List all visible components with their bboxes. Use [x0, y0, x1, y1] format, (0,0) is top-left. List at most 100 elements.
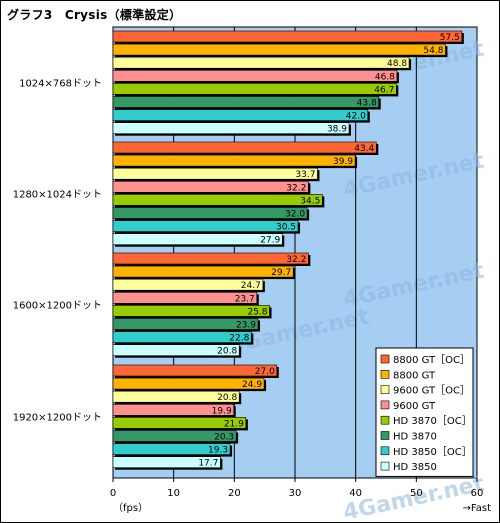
bar-value-label: 39.9 [333, 157, 353, 167]
bar-value-label: 24.7 [241, 281, 261, 291]
bar [112, 70, 398, 82]
legend-box [375, 347, 474, 477]
bar [112, 83, 397, 95]
bar-value-label: 33.7 [295, 170, 315, 180]
bar-value-label: 48.8 [387, 59, 407, 69]
bar-value-label: 32.2 [286, 255, 306, 265]
bar-value-label: 27.9 [260, 236, 280, 246]
bar-value-label: 43.4 [354, 144, 374, 154]
x-tick-label: 10 [167, 488, 180, 499]
bar [112, 167, 318, 180]
bar-value-label: 32.0 [285, 210, 305, 220]
chart-title: グラフ3 Crysis（標準設定） [7, 8, 182, 22]
bar [112, 377, 265, 390]
bar-value-label: 46.8 [375, 72, 395, 82]
legend: 8800 GT［OC］ 8800 GT 9600 GT［OC］ 9600 GT HD 3… [375, 347, 474, 477]
legend-swatch [380, 369, 390, 379]
bar-value-label: 38.9 [327, 125, 347, 135]
bar-value-label: 57.5 [440, 33, 460, 43]
legend-entry: HD 3870［OC］ [393, 415, 472, 427]
bar [112, 109, 369, 121]
bar-value-label: 19.9 [212, 406, 232, 416]
legend-swatch [380, 354, 390, 364]
legend-swatch [380, 446, 390, 456]
x-tick-label: 0 [110, 488, 116, 499]
legend-entry: 8800 GT［OC］ [393, 354, 470, 366]
bar [112, 364, 278, 377]
bar [112, 96, 380, 108]
x-tick-label: 20 [228, 488, 241, 499]
legend-entry: 9600 GT［OC］ [393, 385, 470, 397]
bar-value-label: 19.3 [208, 446, 228, 456]
legend-swatch [380, 415, 390, 425]
bar [112, 291, 258, 304]
bar-value-label: 23.7 [235, 294, 255, 304]
legend-entry: HD 3870 [393, 432, 437, 443]
x-tick-label: 40 [349, 488, 362, 499]
category-group: 57.5 54.8 48.8 46.8 46.7 43.8 42.0 38.9 [112, 30, 464, 136]
bar [112, 403, 235, 416]
legend-swatch [380, 385, 390, 394]
x-tick-label: 30 [289, 488, 302, 499]
bar [112, 265, 294, 278]
bar [112, 154, 356, 167]
bar [112, 181, 309, 193]
category-label: 1920×1200ドット [13, 412, 102, 423]
bar-value-label: 32.2 [286, 183, 306, 193]
category-group: 27.0 24.9 20.8 19.9 21.9 20.3 19.3 17.7 [112, 364, 279, 470]
category-group: 32.2 29.7 24.7 23.7 25.8 23.9 22.8 20.8 [112, 252, 311, 358]
bar-value-label: 25.8 [247, 307, 267, 317]
legend-entry: 8800 GT [393, 370, 436, 381]
bar-value-label: 24.9 [242, 380, 262, 390]
bar [112, 43, 446, 56]
bar [112, 344, 240, 357]
bar [112, 56, 410, 69]
bar-value-label: 20.3 [214, 433, 234, 443]
legend-entry: HD 3850［OC］ [393, 446, 472, 458]
bar [112, 318, 259, 330]
legend-swatch [380, 431, 390, 440]
legend-swatch [380, 461, 390, 471]
bar [112, 252, 309, 265]
bar-value-label: 34.5 [300, 196, 320, 206]
bar [112, 233, 283, 245]
bar [112, 305, 270, 317]
bar-value-label: 21.9 [224, 419, 244, 429]
x-unit-label: （fps） [113, 502, 148, 514]
bar [112, 331, 252, 343]
bar-value-label: 30.5 [276, 223, 296, 233]
x-tick-label: 50 [410, 488, 423, 499]
bar [112, 30, 463, 43]
bar [112, 278, 264, 291]
bar [112, 207, 308, 219]
bar-value-label: 23.9 [236, 321, 256, 331]
bar-value-label: 22.8 [229, 334, 249, 344]
bar-value-label: 20.8 [217, 393, 237, 403]
bar-value-label: 42.0 [346, 112, 366, 122]
bar [112, 417, 247, 429]
bar [112, 220, 299, 232]
category-label: 1024×768ドット [19, 78, 102, 89]
x-direction-label: →Fast [463, 503, 492, 514]
bar [112, 443, 231, 455]
bar-value-label: 17.7 [198, 459, 218, 469]
bar-value-label: 20.8 [217, 347, 237, 357]
bar [112, 390, 240, 403]
category-label: 1280×1024ドット [13, 189, 102, 200]
bar [112, 194, 323, 206]
bar-value-label: 54.8 [423, 46, 443, 56]
legend-entry: 9600 GT [393, 401, 436, 412]
bar-value-label: 27.0 [255, 367, 275, 377]
category-label: 1600×1200ドット [13, 300, 102, 311]
bar [112, 122, 350, 134]
bar [112, 456, 221, 469]
legend-entry: HD 3850 [393, 462, 437, 473]
bar [112, 141, 377, 154]
x-tick-label: 60 [471, 488, 484, 499]
bar-value-label: 46.7 [374, 85, 394, 95]
legend-swatch [380, 400, 390, 410]
bar-value-label: 43.8 [357, 99, 377, 109]
category-group: 43.439.9 33.7 32.2 34.5 32.0 30.5 27.9 [112, 141, 379, 247]
bar [112, 430, 237, 442]
